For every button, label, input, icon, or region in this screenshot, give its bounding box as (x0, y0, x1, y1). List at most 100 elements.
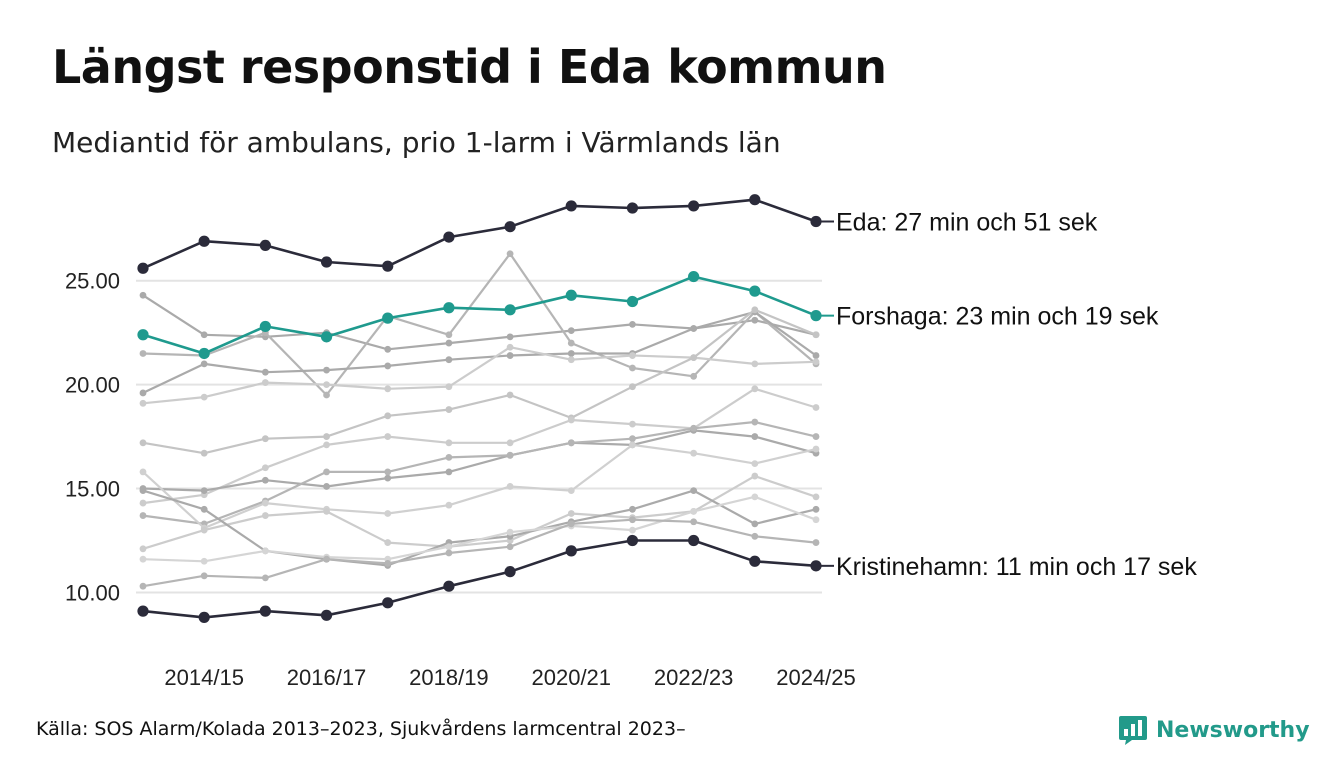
background-series-3-point (812, 352, 820, 359)
forshaga-series-point (688, 270, 700, 283)
background-series-9-point (445, 501, 453, 509)
background-series-12-point (445, 543, 453, 551)
background-series-12-point (690, 507, 698, 515)
x-tick-label: 2024/25 (776, 665, 856, 690)
background-series-6-point (139, 499, 147, 507)
background-series-5-point (751, 306, 759, 314)
eda-series-point (137, 262, 149, 274)
kristinehamn-series-label: Kristinehamn: 11 min och 17 sek (836, 553, 1197, 581)
y-tick-label: 20.00 (65, 373, 120, 398)
forshaga-series-point (749, 285, 761, 297)
forshaga-series-point (565, 289, 577, 301)
background-series-11-point (629, 505, 636, 513)
background-series-1-point (567, 327, 575, 335)
background-series-3-point (200, 360, 208, 368)
kristinehamn-series-point (443, 580, 455, 592)
background-series-6-point (323, 441, 330, 449)
eda-series-point (749, 194, 761, 206)
background-series-6-point (506, 439, 514, 447)
forshaga-series-point (382, 312, 394, 324)
background-series-1-point (200, 331, 208, 339)
kristinehamn-series-point (565, 545, 577, 557)
background-series-3-point (139, 389, 147, 397)
background-series-7-point (384, 474, 392, 482)
brand-name: Newsworthy (1156, 717, 1310, 743)
background-series-13-point (506, 543, 514, 551)
background-series-4-point (139, 399, 147, 407)
background-series-6-point (629, 420, 636, 428)
background-series-7-point (261, 476, 269, 484)
kristinehamn-series-point (382, 597, 394, 609)
kristinehamn-series-point (749, 555, 761, 567)
line-chart: 10.00 15.00 20.00 25.00 2014/15 2016/17 2018/… (65, 194, 1197, 690)
eda-series-point (565, 200, 577, 212)
background-series-7-point (445, 468, 453, 476)
background-series-9-point (812, 445, 820, 453)
kristinehamn-series-point (810, 560, 822, 572)
background-series-11-point (200, 505, 208, 513)
background-series-10-point (567, 510, 575, 517)
background-series-13-point (445, 549, 453, 557)
background-series-3-point (567, 350, 575, 357)
background-series-7-point (200, 487, 208, 495)
x-axis-ticks: 2014/15 2016/17 2018/19 2020/21 2022/23 2024/… (164, 665, 855, 690)
background-series-4-point (384, 385, 392, 393)
background-series-11-point (812, 505, 820, 513)
background-series-5-point (323, 433, 330, 440)
forshaga-series-point (137, 329, 149, 341)
background-series-10-point (812, 493, 820, 501)
background-series-6-point (751, 385, 759, 393)
background-series-1-point (751, 316, 759, 324)
background-series-5-point (445, 406, 453, 413)
background-series-3-point (506, 352, 514, 359)
background-series-2-point (629, 364, 636, 372)
series-labels: Eda: 27 min och 51 sek Forshaga: 23 min o… (820, 209, 1197, 581)
background-series-9-point (567, 487, 575, 495)
forshaga-series-line (142, 275, 817, 355)
eda-series-point (320, 256, 333, 268)
y-tick-label: 10.00 (65, 580, 120, 605)
highlighted-series (137, 194, 822, 623)
forshaga-series-point (504, 304, 516, 316)
background-series-1-point (445, 339, 453, 347)
y-tick-label: 25.00 (65, 269, 120, 294)
background-series-10-point (139, 545, 147, 553)
background-series-4-point (200, 393, 208, 401)
forshaga-series-point (320, 331, 333, 343)
background-series-3-point (445, 356, 453, 364)
background-series-4-point (506, 343, 514, 351)
background-series-8-point (690, 424, 698, 432)
background-series-12-point (629, 526, 636, 534)
background-series-8-point (751, 418, 759, 426)
x-tick-label: 2014/15 (164, 665, 244, 690)
background-series-4-point (751, 360, 759, 368)
background-series-2-line (142, 252, 817, 397)
background-series-2-point (567, 339, 575, 347)
kristinehamn-series-point (626, 534, 639, 547)
background-series-12-point (812, 516, 820, 524)
eda-series-line (142, 198, 817, 270)
background-series-13-point (139, 582, 147, 590)
background-series-7-point (751, 433, 759, 440)
x-tick-label: 2016/17 (287, 665, 367, 690)
forshaga-series-point (626, 295, 639, 308)
kristinehamn-series-point (198, 611, 210, 623)
background-series-8-point (506, 451, 514, 459)
background-series-12-point (506, 528, 514, 536)
background-series-8-point (323, 468, 330, 476)
background-series-12-line (142, 495, 817, 563)
x-tick-label: 2020/21 (532, 665, 612, 690)
background-series-3-point (690, 325, 698, 332)
background-series-8-point (812, 433, 820, 440)
background-series-13-point (751, 532, 759, 540)
eda-series-point (198, 235, 210, 247)
x-tick-label: 2018/19 (409, 665, 489, 690)
eda-series-point (504, 221, 516, 233)
background-series-9-point (261, 499, 269, 507)
background-series-8-point (139, 512, 147, 519)
background-series-5-point (812, 331, 820, 339)
eda-series-point (688, 200, 700, 212)
background-series-10-point (751, 472, 759, 480)
background-series-1-point (506, 333, 514, 341)
background-series-13-point (690, 518, 698, 526)
